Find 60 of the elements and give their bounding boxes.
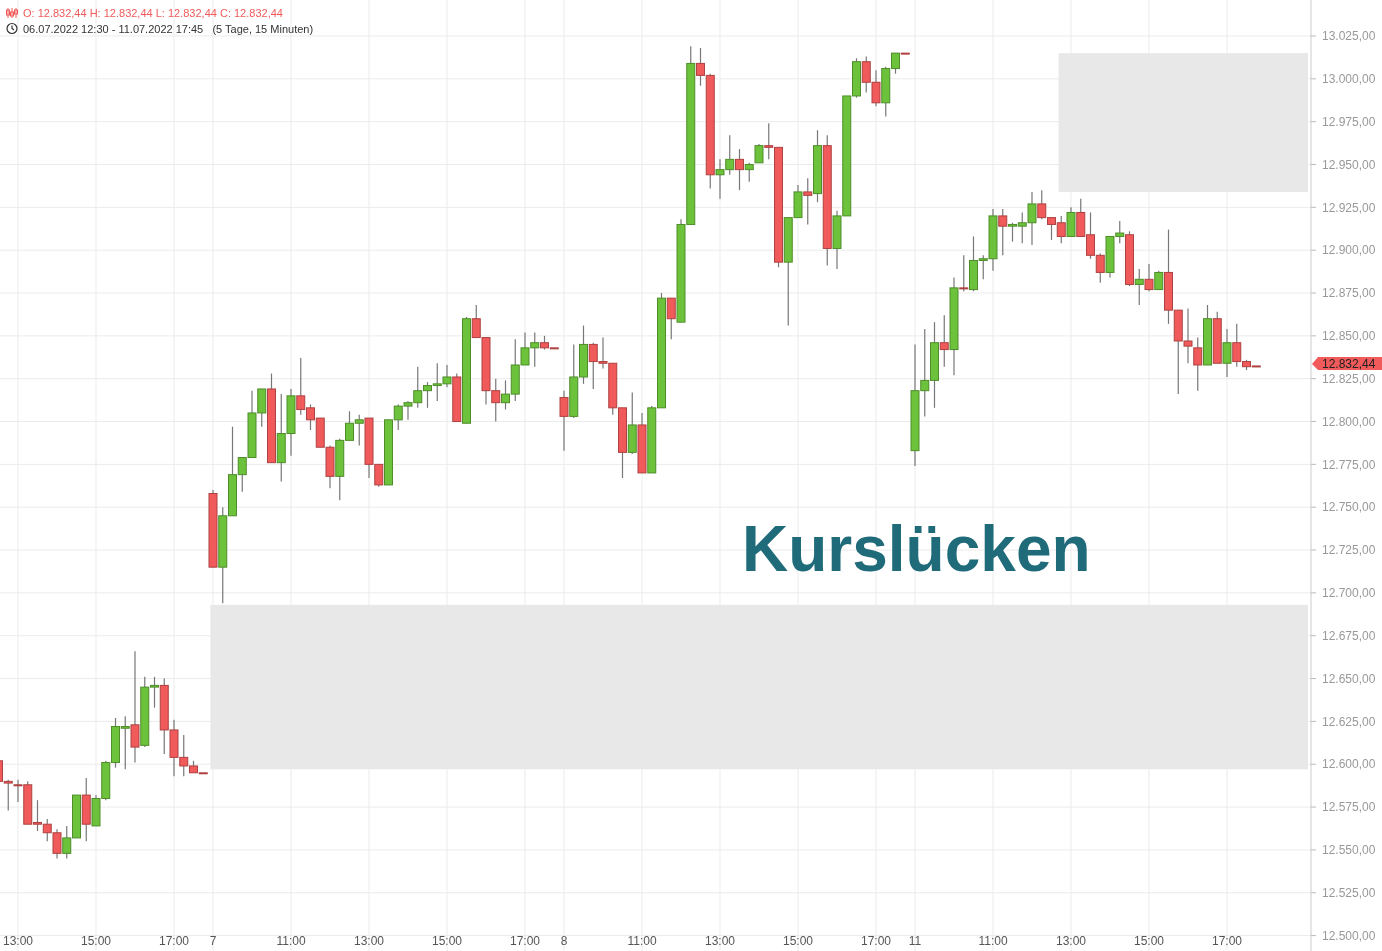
y-tick-label: 12.925,00 <box>1322 200 1376 215</box>
x-tick-label: 17:00 <box>158 934 190 948</box>
y-tick-label: 13.025,00 <box>1322 29 1376 44</box>
text: 06.07.2022 12:30 - 11.07.2022 17:45 (5 Tage, 15 Minuten) <box>23 23 314 35</box>
annotation: Kurslücken <box>742 513 1091 585</box>
y-tick-label: 13.000,00 <box>1322 72 1376 87</box>
y-tick-label: 12.800,00 <box>1322 414 1376 429</box>
x-tick-label: 15:00 <box>431 934 463 948</box>
y-tick-label: 12.675,00 <box>1322 628 1376 643</box>
candlestick <box>1222 328 1232 378</box>
y-tick-label: 12.850,00 <box>1322 329 1376 344</box>
candlestick <box>744 162 754 183</box>
candlestick <box>1193 336 1203 392</box>
y-tick-label: 12.625,00 <box>1322 714 1376 729</box>
y-tick-label: 12.875,00 <box>1322 286 1376 301</box>
x-tick-label: 15:00 <box>80 934 112 948</box>
y-tick-label: 12.900,00 <box>1322 243 1376 258</box>
y-tick-label: 12.725,00 <box>1322 543 1376 558</box>
candlestick <box>1144 263 1154 292</box>
x-tick-label: 17:00 <box>509 934 541 948</box>
x-tick-label: 11:00 <box>627 934 657 948</box>
x-tick-label: 11:00 <box>978 934 1008 948</box>
candlestick <box>1066 206 1076 238</box>
y-tick-label: 12.975,00 <box>1322 114 1376 129</box>
y-tick-label: 12.575,00 <box>1322 800 1376 815</box>
x-tick-label: 13:00 <box>353 934 385 948</box>
candlestick <box>1154 270 1164 291</box>
candlestick <box>130 650 140 764</box>
x-tick-label: 8 <box>560 934 568 948</box>
candlestick <box>939 314 949 368</box>
x-tick-label: 15:00 <box>782 934 814 948</box>
x-tick-label: 17:00 <box>1211 934 1243 948</box>
x-tick-label: 13:00 <box>704 934 736 948</box>
text: O: 12.832,44 H: 12.832,44 L: 12.832,44 C: 12.832,44 <box>23 7 283 19</box>
text: 12.832,44 <box>1322 357 1376 372</box>
candlestick <box>559 390 569 452</box>
y-tick-label: 12.525,00 <box>1322 885 1376 900</box>
candlestick <box>998 208 1008 256</box>
y-tick-label: 12.550,00 <box>1322 843 1376 858</box>
y-tick-label: 12.775,00 <box>1322 457 1376 472</box>
x-tick-label: 15:00 <box>1133 934 1165 948</box>
y-tick-label: 12.600,00 <box>1322 757 1376 772</box>
y-tick-label: 12.500,00 <box>1322 928 1376 943</box>
candlestick <box>754 143 764 164</box>
x-tick-label: 11:00 <box>276 934 306 948</box>
x-tick-label: 13:00 <box>1055 934 1087 948</box>
candlestick <box>959 254 969 292</box>
x-tick-label: 17:00 <box>860 934 892 948</box>
y-tick-label: 12.700,00 <box>1322 586 1376 601</box>
x-tick-label: 11 <box>908 934 922 948</box>
x-tick-label: 13:00 <box>2 934 34 948</box>
candlestick <box>1134 268 1144 306</box>
y-tick-label: 12.825,00 <box>1322 371 1376 386</box>
candlestick <box>666 297 676 340</box>
y-tick-label: 12.650,00 <box>1322 671 1376 686</box>
candlestick <box>803 177 813 226</box>
y-tick-label: 12.750,00 <box>1322 500 1376 515</box>
x-tick-label: 7 <box>209 934 217 948</box>
y-tick-label: 12.950,00 <box>1322 157 1376 172</box>
candlestick <box>735 148 744 191</box>
